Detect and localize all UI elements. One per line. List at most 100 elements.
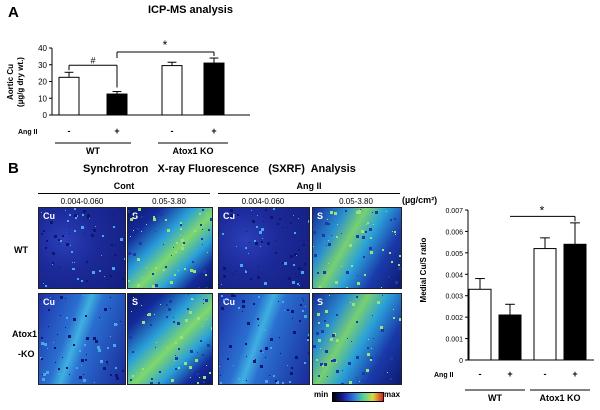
map-texture-speck: [110, 308, 111, 309]
range-cu-cont: 0.004-0.060: [60, 197, 104, 206]
sig-star-mark: *: [163, 38, 168, 52]
map-texture-speck: [322, 365, 324, 367]
map-texture-speck: [270, 216, 273, 219]
map-texture-speck: [253, 348, 256, 351]
map-texture-speck: [393, 317, 395, 319]
map-texture-speck: [81, 365, 82, 366]
map-texture-speck: [242, 305, 245, 308]
map-texture-speck: [317, 313, 320, 316]
y-tick-label: 0: [459, 358, 463, 365]
map-texture-speck: [289, 381, 291, 383]
map-texture-speck: [203, 368, 204, 369]
map-texture-speck: [180, 224, 182, 226]
map-texture-speck: [257, 215, 258, 216]
map-wt-ang-cu: Cu: [218, 207, 310, 289]
y-tick-label: 40: [38, 44, 47, 53]
map-texture-speck: [270, 338, 273, 341]
map-texture-speck: [293, 215, 294, 216]
map-texture-speck: [356, 296, 358, 298]
row-label-ko-line2: -KO: [18, 349, 35, 359]
map-texture-speck: [375, 211, 378, 214]
map-texture-speck: [348, 362, 351, 365]
map-texture-speck: [295, 356, 298, 359]
map-texture-speck: [84, 233, 85, 234]
map-texture-speck: [284, 310, 285, 311]
map-texture-speck: [167, 347, 168, 348]
panel-b-title: Synchrotron X-ray Fluorescence (SXRF) An…: [83, 163, 356, 175]
map-texture-speck: [287, 365, 288, 366]
map-texture-speck: [142, 321, 145, 324]
map-texture-speck: [351, 265, 353, 267]
map-texture-speck: [365, 231, 367, 233]
map-texture-speck: [173, 321, 175, 323]
map-texture-speck: [203, 381, 205, 383]
map-texture-speck: [282, 382, 284, 384]
map-texture-speck: [205, 299, 208, 302]
map-texture-speck: [372, 212, 373, 213]
map-texture-speck: [203, 303, 204, 304]
map-texture-speck: [375, 275, 378, 278]
sig-hash-mark: #: [90, 55, 95, 65]
map-texture-speck: [165, 266, 167, 268]
map-texture-speck: [103, 367, 106, 370]
map-texture-speck: [248, 253, 249, 254]
map-texture-speck: [184, 362, 187, 365]
map-texture-speck: [205, 274, 207, 276]
map-texture-speck: [260, 350, 262, 352]
map-texture-speck: [115, 245, 116, 246]
map-texture-speck: [180, 235, 181, 236]
map-texture-speck: [352, 303, 355, 306]
map-texture-speck: [46, 371, 49, 374]
map-texture-speck: [139, 242, 142, 245]
map-texture-speck: [171, 379, 174, 382]
map-texture-speck: [146, 224, 147, 225]
map-texture-speck: [48, 326, 49, 327]
map-texture-speck: [227, 358, 229, 360]
map-texture-speck: [337, 224, 338, 225]
map-texture-speck: [388, 276, 390, 278]
map-texture-speck: [253, 303, 255, 305]
map-texture-speck: [91, 234, 94, 237]
map-texture-speck: [189, 366, 192, 369]
map-texture-speck: [72, 268, 74, 270]
map-texture-speck: [198, 287, 200, 288]
map-texture-speck: [331, 360, 333, 362]
map-texture-speck: [102, 235, 104, 237]
map-texture-speck: [297, 283, 299, 285]
map-texture-speck: [243, 381, 245, 383]
map-texture-speck: [367, 347, 369, 349]
map-texture-speck: [52, 264, 53, 265]
map-texture-speck: [341, 233, 342, 234]
treatment-sign: +: [507, 369, 512, 379]
map-texture-speck: [209, 372, 211, 374]
map-texture-speck: [43, 230, 45, 232]
map-texture-speck: [41, 342, 44, 345]
map-texture-speck: [269, 375, 270, 376]
map-texture-speck: [124, 258, 125, 260]
map-texture-speck: [387, 242, 388, 243]
y-tick-label: 30: [38, 61, 47, 70]
map-texture-speck: [377, 301, 378, 302]
map-texture-speck: [368, 339, 369, 340]
map-texture-speck: [275, 240, 276, 241]
map-texture-speck: [111, 244, 113, 246]
map-texture-speck: [154, 314, 155, 315]
map-texture-speck: [60, 296, 63, 299]
map-texture-speck: [163, 269, 165, 271]
map-texture-speck: [246, 356, 247, 357]
map-texture-speck: [240, 264, 243, 267]
map-texture-speck: [326, 245, 327, 246]
map-texture-speck: [153, 218, 156, 221]
map-texture-speck: [257, 318, 259, 320]
map-texture-speck: [178, 367, 180, 369]
map-texture-speck: [83, 374, 84, 375]
map-texture-speck: [54, 347, 56, 349]
map-texture-speck: [253, 360, 256, 363]
map-texture-speck: [195, 359, 198, 362]
map-texture-speck: [185, 237, 186, 238]
map-texture-speck: [152, 285, 155, 288]
map-texture-speck: [245, 343, 247, 345]
map-texture-speck: [187, 308, 189, 310]
map-texture-speck: [85, 315, 87, 317]
treatment-label: Ang II: [434, 372, 453, 379]
